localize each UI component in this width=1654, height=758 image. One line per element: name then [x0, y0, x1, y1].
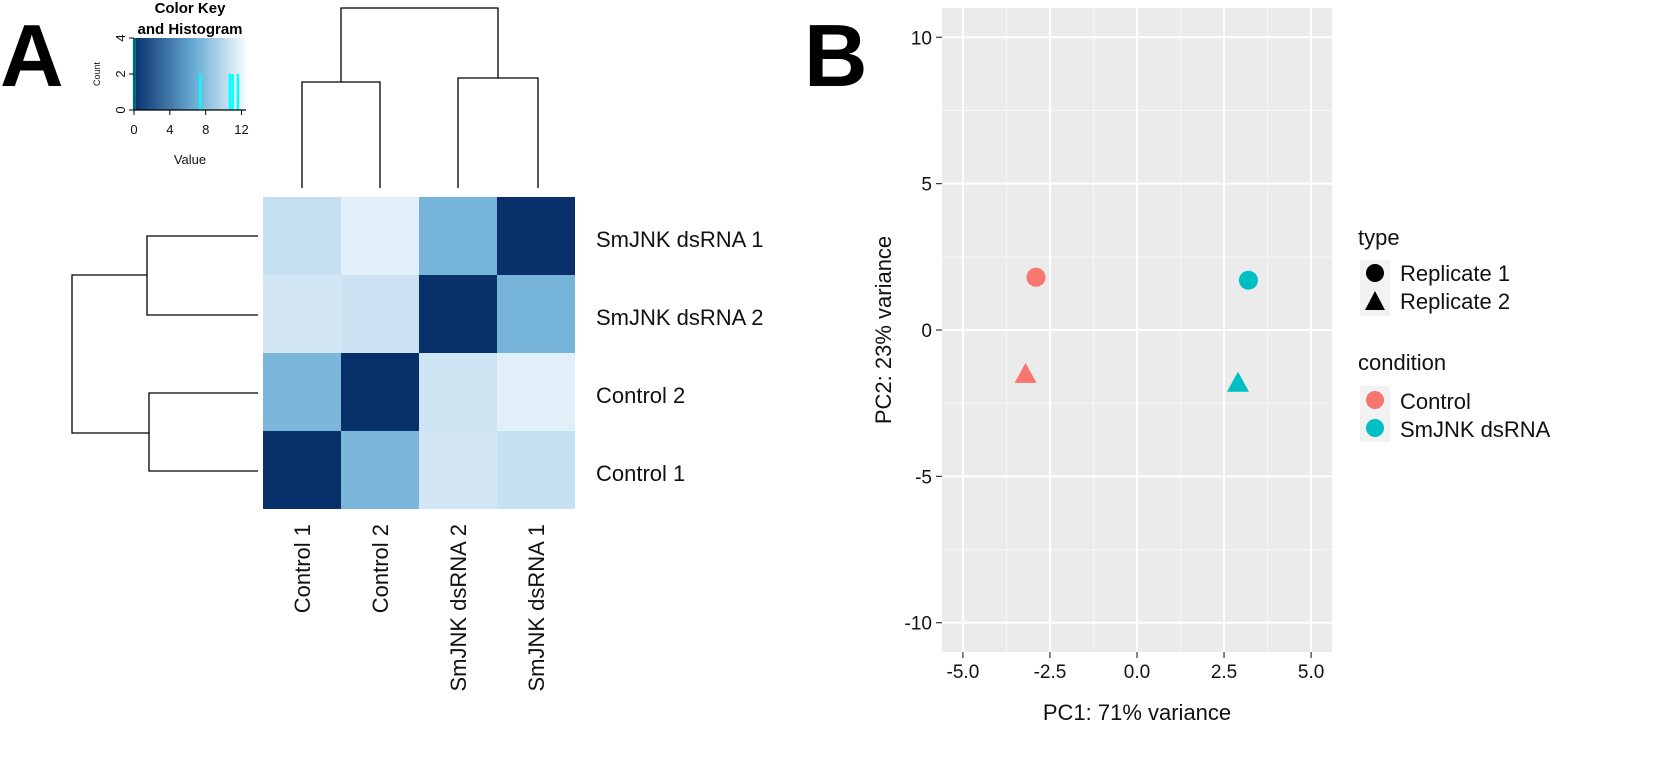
row-label-3: Control 2 — [596, 383, 685, 408]
row-label-4: Control 1 — [596, 461, 685, 486]
legend-condition-entry-1: Control — [1400, 389, 1471, 414]
pca-ytick-label-3: 0 — [921, 321, 932, 342]
color-key-xtick-label-2: 4 — [166, 122, 173, 137]
color-key-xtick-label-3: 8 — [202, 122, 209, 137]
heatmap-cell-r2-c3 — [419, 275, 497, 353]
color-key-ytick-label-1: 0 — [113, 106, 128, 113]
heatmap-cell-r2-c4 — [497, 275, 575, 353]
heatmap-cell-r2-c2 — [341, 275, 419, 353]
heatmap-cell-r1-c3 — [419, 197, 497, 275]
row-label-2: SmJNK dsRNA 2 — [596, 305, 764, 330]
row-label-1: SmJNK dsRNA 1 — [596, 227, 764, 252]
col-dendro-branch-smjnk — [457, 77, 539, 188]
legend-condition-entry-2: SmJNK dsRNA — [1400, 417, 1551, 442]
color-key-x-ticks: 0 4 8 12 — [130, 110, 249, 137]
heatmap-cell-r1-c1 — [263, 197, 341, 275]
pca-ytick-label-5: 10 — [911, 28, 932, 49]
heatmap-cell-r4-c2 — [341, 431, 419, 509]
color-key-title: Color Key — [155, 0, 227, 17]
heatmap-cell-r3-c2 — [341, 353, 419, 431]
col-label-4: SmJNK dsRNA 1 — [524, 524, 549, 692]
heatmap-cell-r3-c1 — [263, 353, 341, 431]
legend-type-title: type — [1358, 225, 1400, 250]
color-key-xtick-label-1: 0 — [130, 122, 137, 137]
col-dendro-branch-control — [301, 81, 381, 188]
pca-ylabel: PC2: 23% variance — [871, 236, 896, 424]
color-key-xtick-label-4: 12 — [234, 122, 248, 137]
legend-circle-icon — [1366, 264, 1384, 282]
pca-gridlines — [942, 8, 1332, 652]
panel-b-letter: B — [804, 6, 868, 105]
color-key-gradient — [134, 38, 246, 110]
legend-smjnk-swatch — [1366, 419, 1384, 437]
heatmap-cell-r2-c1 — [263, 275, 341, 353]
pca-ytick-label-2: -5 — [915, 467, 932, 488]
heatmap-cell-r4-c1 — [263, 431, 341, 509]
color-key-ytick-label-2: 2 — [113, 70, 128, 77]
color-key-ytick-label-3: 4 — [113, 34, 128, 41]
col-label-1: Control 1 — [290, 524, 315, 613]
panel-a-letter: A — [0, 6, 64, 105]
pca-point-control-replicate-1 — [1026, 267, 1046, 287]
color-key-y-ticks: 0 2 4 — [113, 34, 134, 114]
pca-xlabel: PC1: 71% variance — [1043, 700, 1231, 725]
heatmap-cell-r3-c3 — [419, 353, 497, 431]
pca-xtick-label-5: 5.0 — [1298, 662, 1324, 683]
pca-point-control-replicate-2 — [1014, 362, 1037, 383]
heatmap-cell-r4-c4 — [497, 431, 575, 509]
legend-type-entry-2: Replicate 2 — [1400, 289, 1510, 314]
pca-xtick-label-3: 0.0 — [1124, 662, 1150, 683]
pca-ytick-label-4: 5 — [921, 175, 932, 196]
pca-legend: type Replicate 1 Replicate 2 condition C… — [1358, 225, 1551, 442]
pca-y-ticks: -10 -5 0 5 10 — [905, 28, 942, 635]
color-key-ylabel: Count — [92, 62, 102, 87]
heatmap-column-labels: Control 1 Control 2 SmJNK dsRNA 2 SmJNK … — [290, 524, 549, 692]
pca-xtick-label-4: 2.5 — [1211, 662, 1237, 683]
col-label-3: SmJNK dsRNA 2 — [446, 524, 471, 692]
color-key: Color Key and Histogram 0 4 8 12 024 Value … — [92, 0, 249, 167]
color-key-xlabel: Value — [174, 152, 206, 167]
color-key-subtitle: and Histogram — [137, 21, 242, 38]
row-dendrogram — [71, 235, 258, 472]
column-dendrogram — [301, 7, 539, 188]
legend-type-entry-1: Replicate 1 — [1400, 261, 1510, 286]
row-dendro-branch-control — [148, 392, 258, 472]
pca-xtick-label-1: -5.0 — [947, 662, 980, 683]
heatmap-row-labels: SmJNK dsRNA 1 SmJNK dsRNA 2 Control 2 Co… — [596, 227, 764, 486]
row-dendro-branch-smjnk — [146, 235, 258, 316]
pca-points — [1014, 267, 1258, 392]
legend-control-swatch — [1366, 391, 1384, 409]
heatmap — [263, 197, 575, 509]
pca-ytick-label-1: -10 — [905, 614, 932, 635]
pca-point-smjnk-dsrna-replicate-1 — [1238, 270, 1258, 290]
row-dendro-root — [71, 274, 149, 434]
heatmap-cell-r1-c2 — [341, 197, 419, 275]
legend-triangle-icon — [1365, 291, 1385, 310]
pca-xtick-label-2: -2.5 — [1034, 662, 1067, 683]
col-dendro-root — [340, 7, 499, 82]
pca-point-smjnk-dsrna-replicate-2 — [1226, 371, 1249, 392]
col-label-2: Control 2 — [368, 524, 393, 613]
legend-condition-title: condition — [1358, 350, 1446, 375]
heatmap-cell-r3-c4 — [497, 353, 575, 431]
heatmap-cell-r4-c3 — [419, 431, 497, 509]
pca-x-ticks: -5.0 -2.5 0.0 2.5 5.0 — [947, 652, 1324, 683]
heatmap-cell-r1-c4 — [497, 197, 575, 275]
